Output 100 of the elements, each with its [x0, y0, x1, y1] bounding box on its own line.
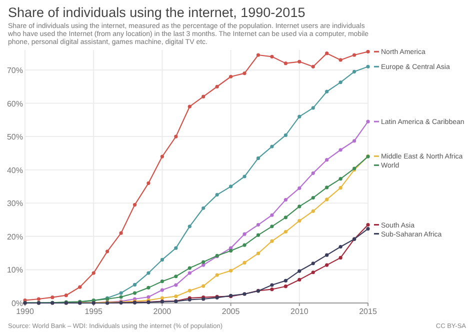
point	[202, 94, 206, 98]
point	[325, 263, 329, 267]
point	[64, 294, 68, 298]
point	[311, 196, 315, 200]
point	[270, 224, 274, 228]
point	[284, 216, 288, 220]
point	[338, 58, 342, 62]
point	[132, 291, 137, 295]
point	[146, 181, 150, 185]
point	[119, 291, 123, 295]
point	[325, 158, 329, 162]
point	[338, 177, 342, 181]
point	[188, 104, 192, 108]
point	[242, 72, 246, 76]
point	[160, 154, 164, 158]
point	[298, 204, 302, 208]
point	[215, 84, 219, 88]
point	[256, 53, 260, 57]
point	[325, 253, 329, 257]
point	[36, 297, 41, 301]
point	[298, 278, 302, 282]
point	[270, 288, 274, 292]
point	[119, 295, 123, 299]
point	[229, 74, 233, 78]
chart-title: Share of individuals using the internet, 1990-2015	[8, 5, 306, 20]
y-tick-label: 40%	[6, 166, 23, 175]
point	[146, 271, 150, 275]
point	[202, 260, 206, 264]
point	[311, 270, 315, 274]
y-tick-label: 0%	[11, 299, 23, 308]
point	[92, 271, 96, 275]
point	[256, 233, 260, 237]
point	[298, 114, 302, 118]
point	[366, 64, 370, 68]
x-tick-label: 2005	[222, 307, 240, 316]
point	[215, 193, 219, 197]
point	[270, 239, 274, 243]
point	[311, 262, 315, 266]
point	[50, 296, 54, 300]
point	[160, 296, 164, 300]
y-tick-label: 50%	[6, 132, 23, 142]
point	[174, 283, 178, 287]
point	[311, 171, 315, 175]
point	[174, 134, 178, 138]
point	[215, 273, 219, 277]
x-tick-label: 2010	[290, 307, 309, 316]
point	[106, 250, 110, 254]
point	[188, 271, 192, 275]
point	[188, 224, 192, 228]
x-tick-label: 1990	[16, 307, 34, 316]
point	[325, 90, 329, 94]
y-tick-label: 30%	[6, 199, 23, 208]
point	[311, 64, 315, 68]
point	[229, 268, 233, 273]
point	[270, 213, 274, 217]
point	[242, 174, 246, 178]
point	[352, 70, 356, 74]
point	[202, 263, 206, 267]
point	[298, 218, 302, 223]
point	[242, 260, 246, 265]
point	[284, 278, 288, 282]
point	[202, 284, 206, 288]
x-tick-label: 2000	[153, 307, 172, 316]
point	[174, 294, 178, 298]
point	[256, 222, 260, 227]
point	[132, 282, 137, 286]
point	[366, 226, 370, 231]
y-tick-label: 70%	[6, 66, 23, 75]
point	[325, 198, 329, 202]
point	[146, 286, 150, 290]
point	[270, 283, 274, 287]
point	[270, 144, 274, 148]
point	[174, 246, 178, 250]
point	[284, 133, 288, 138]
point	[174, 274, 178, 278]
point	[311, 209, 315, 213]
point	[338, 244, 342, 249]
point	[298, 60, 302, 64]
point	[298, 269, 302, 273]
point	[284, 230, 288, 234]
point	[242, 243, 246, 247]
point	[160, 258, 164, 262]
y-tick-label: 60%	[6, 99, 23, 108]
y-tick-label: 10%	[6, 266, 23, 275]
point	[366, 50, 370, 54]
y-tick-label: 20%	[6, 232, 23, 242]
point	[338, 256, 342, 260]
point	[256, 156, 260, 160]
point	[160, 280, 164, 284]
point	[119, 231, 123, 235]
point	[256, 252, 260, 256]
point	[188, 266, 192, 270]
x-tick-label: 1995	[84, 307, 104, 316]
point	[242, 232, 246, 236]
point	[366, 120, 370, 124]
point	[338, 148, 342, 152]
point	[132, 202, 137, 207]
point	[325, 52, 329, 56]
point	[352, 139, 356, 143]
point	[284, 62, 288, 66]
